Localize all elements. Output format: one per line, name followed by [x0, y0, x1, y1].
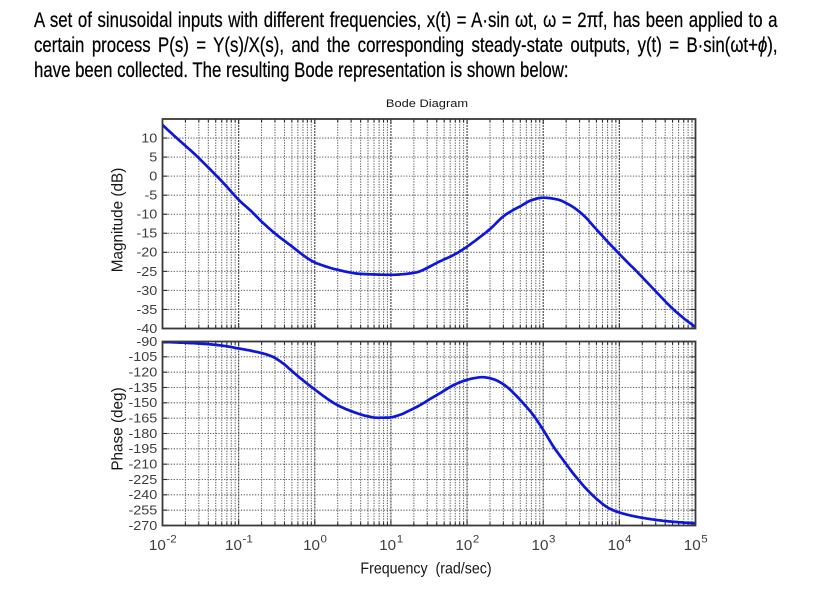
svg-text:-210: -210 — [128, 457, 157, 471]
svg-text:-30: -30 — [136, 283, 157, 297]
svg-text:1: 1 — [397, 534, 403, 546]
svg-text:-135: -135 — [128, 380, 157, 394]
svg-text:-40: -40 — [136, 321, 157, 335]
svg-text:Phase (deg): Phase (deg) — [110, 387, 127, 470]
svg-text:-195: -195 — [128, 442, 157, 456]
svg-text:-165: -165 — [128, 411, 157, 425]
svg-text:-35: -35 — [136, 302, 157, 316]
svg-text:10: 10 — [149, 538, 166, 554]
svg-text:10: 10 — [531, 538, 548, 554]
svg-text:-20: -20 — [136, 245, 157, 259]
svg-text:10: 10 — [303, 538, 320, 554]
svg-text:-150: -150 — [128, 396, 157, 410]
svg-text:10: 10 — [225, 538, 242, 554]
svg-text:-180: -180 — [128, 426, 157, 440]
svg-text:4: 4 — [625, 534, 631, 546]
svg-text:-270: -270 — [128, 518, 157, 532]
svg-text:5: 5 — [701, 534, 707, 546]
svg-text:-105: -105 — [128, 350, 157, 364]
svg-text:Bode Diagram: Bode Diagram — [386, 96, 468, 109]
svg-text:0: 0 — [149, 169, 157, 183]
svg-text:-240: -240 — [128, 488, 157, 502]
svg-text:-1: -1 — [243, 534, 253, 546]
svg-text:2: 2 — [473, 534, 479, 546]
svg-text:-25: -25 — [136, 264, 157, 278]
svg-text:-120: -120 — [128, 365, 157, 379]
svg-text:-255: -255 — [128, 503, 157, 517]
svg-text:-225: -225 — [128, 472, 157, 486]
svg-text:10: 10 — [684, 538, 701, 554]
svg-text:0: 0 — [321, 534, 327, 546]
svg-text:Frequency (rad/sec): Frequency (rad/sec) — [360, 561, 491, 578]
svg-text:3: 3 — [549, 534, 555, 546]
svg-text:10: 10 — [608, 538, 625, 554]
svg-text:-2: -2 — [166, 534, 176, 546]
svg-text:10: 10 — [455, 538, 472, 554]
svg-text:-10: -10 — [136, 207, 157, 221]
svg-text:-5: -5 — [144, 188, 157, 202]
svg-text:10: 10 — [141, 131, 157, 145]
svg-text:-15: -15 — [136, 226, 157, 240]
svg-text:Magnitude (dB): Magnitude (dB) — [110, 168, 127, 273]
svg-text:5: 5 — [149, 150, 157, 164]
svg-text:-90: -90 — [136, 334, 157, 348]
svg-text:10: 10 — [379, 538, 396, 554]
